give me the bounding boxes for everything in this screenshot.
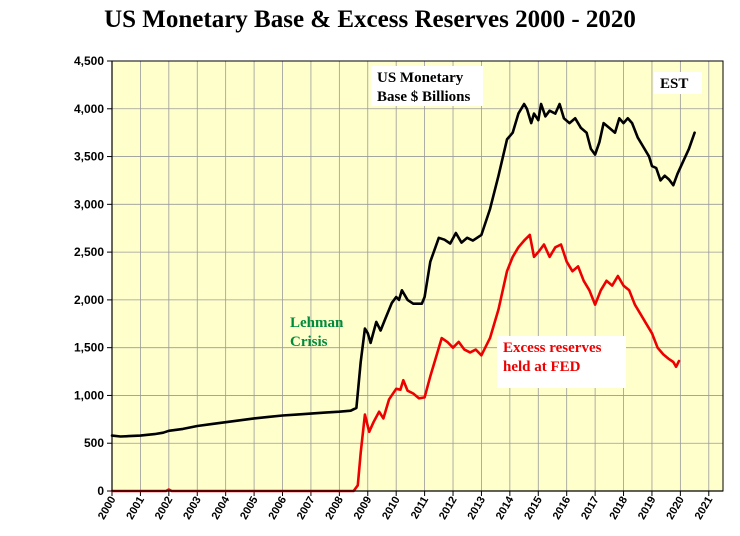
y-tick-label: 0 [97, 484, 104, 498]
annotation-est: EST [654, 72, 702, 94]
x-tick-label: 2008 [323, 495, 346, 522]
x-tick-label: 2003 [181, 495, 204, 522]
annotation-text: Lehman [290, 315, 344, 331]
x-tick-label: 2002 [153, 495, 176, 522]
x-tick-label: 2010 [380, 495, 403, 522]
y-tick-label: 4,500 [74, 54, 104, 68]
x-tick-label: 2006 [266, 495, 289, 522]
annotation-text: US Monetary [377, 70, 464, 86]
x-tick-label: 2013 [465, 495, 488, 522]
x-tick-label: 2020 [664, 495, 687, 522]
series-line-monetary-base [110, 102, 696, 438]
y-tick-label: 500 [84, 436, 104, 450]
annotation-text: Excess reserves [503, 340, 602, 356]
y-tick-label: 3,000 [74, 197, 104, 211]
annotation-text: held at FED [503, 359, 581, 375]
annotation-box [371, 66, 483, 106]
annotation-box [654, 72, 702, 94]
annotation-text: Crisis [290, 334, 328, 350]
series-line-excess-reserves [110, 233, 681, 493]
x-tick-label: 2011 [409, 495, 431, 522]
x-tick-label: 2009 [352, 495, 375, 522]
annotation-text: Base $ Billions [377, 89, 471, 105]
plot-border [111, 60, 724, 492]
x-tick-label: 2015 [522, 495, 545, 522]
y-tick-label: 2,500 [74, 245, 104, 259]
x-tick-label: 2019 [636, 495, 659, 522]
y-tick-label: 1,500 [74, 341, 104, 355]
chart-title: US Monetary Base & Excess Reserves 2000 … [104, 6, 636, 33]
x-tick-label: 2007 [295, 495, 318, 522]
x-tick-label: 2000 [96, 495, 119, 522]
x-tick-label: 2012 [437, 495, 460, 522]
annotation-lehman-crisis: Lehman Crisis [290, 315, 344, 350]
y-tick-label: 1,000 [74, 388, 104, 402]
y-tick-label: 3,500 [74, 150, 104, 164]
x-tick-label: 2017 [579, 495, 602, 522]
x-tick-label: 2021 [693, 495, 716, 522]
x-tick-label: 2018 [607, 495, 630, 522]
x-tick-label: 2016 [551, 495, 574, 522]
annotation-excess-reserves: Excess reserves held at FED [497, 336, 626, 388]
x-tick-label: 2014 [494, 494, 517, 522]
series-lines [110, 102, 696, 493]
y-tick-label: 2,000 [74, 293, 104, 307]
annotation-monetary-base: US Monetary Base $ Billions [371, 66, 483, 106]
annotation-text: EST [660, 76, 688, 92]
x-tick-label: 2001 [124, 495, 147, 522]
y-tick-label: 4,000 [74, 102, 104, 116]
x-tick-label: 2005 [238, 495, 261, 522]
annotation-box [497, 336, 626, 388]
plot-background [112, 61, 723, 491]
x-tick-label: 2004 [210, 494, 233, 522]
annotations: US Monetary Base $ Billions EST Lehman Crisi… [290, 66, 702, 388]
